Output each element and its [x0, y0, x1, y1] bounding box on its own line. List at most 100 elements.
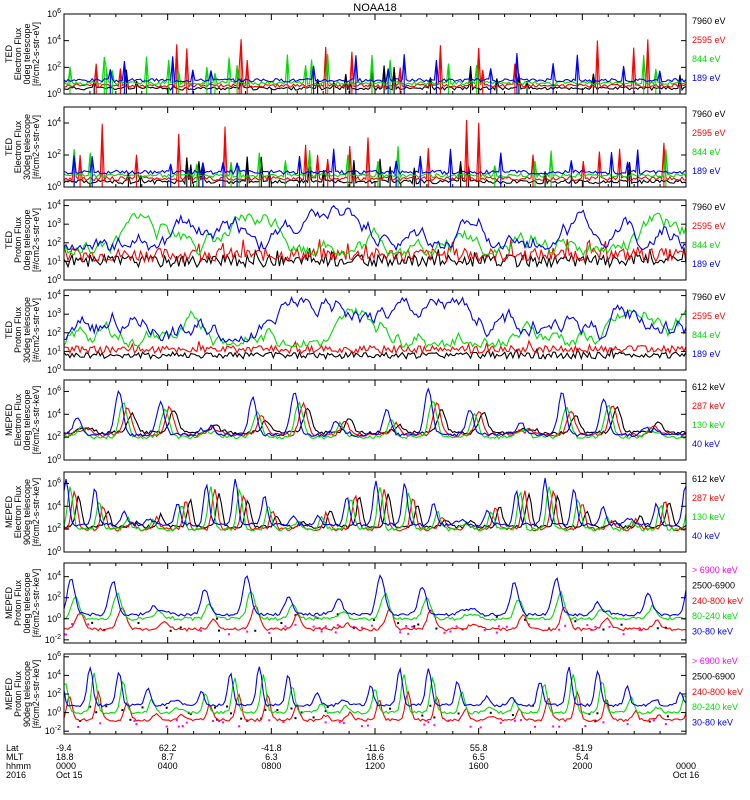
- data-point: [652, 719, 655, 722]
- data-point: [284, 625, 287, 628]
- y-tick-label: 100: [47, 546, 61, 557]
- data-point: [586, 624, 589, 627]
- data-point: [407, 632, 410, 635]
- data-point: [238, 725, 241, 728]
- series-2-2-line: [64, 119, 686, 187]
- footer-hhmm-value: 0000: [676, 761, 696, 771]
- data-point: [664, 723, 667, 726]
- data-point: [165, 725, 168, 728]
- data-point: [435, 627, 438, 630]
- panel-8-ylabel-line: Proton Flux: [13, 670, 23, 717]
- data-point: [594, 625, 597, 628]
- panel-3: 100 101 102 103 104 TED Proton Flux 0deg telesc…: [4, 199, 726, 285]
- series-5-4-line: [64, 387, 686, 438]
- series-4-3-line: [64, 306, 686, 349]
- data-point: [626, 723, 629, 726]
- data-point: [527, 623, 530, 626]
- panel-8-ylabel-line: 90deg telescope: [22, 661, 32, 727]
- y-tick-label: 100: [47, 274, 61, 285]
- panel-5-ylabel-line: Electron Flux: [13, 393, 23, 446]
- panel-5-ylabel-line: 0deg telescope: [22, 389, 32, 450]
- y-tick-label: 103: [47, 308, 61, 319]
- legend-entry: 189 eV: [692, 166, 721, 176]
- panel-2-ylabel-line: 30deg telescope: [22, 114, 32, 180]
- data-point: [449, 630, 452, 633]
- series-2-3-line: [64, 146, 686, 187]
- data-point: [141, 706, 144, 709]
- footer-lat-value: -41.8: [261, 743, 282, 753]
- footer-hhmm-value: 1200: [365, 761, 385, 771]
- panel-5-frame: [63, 379, 687, 461]
- series-3-2-line: [64, 239, 686, 264]
- footer-hhmm-value: 0000: [56, 761, 76, 771]
- data-point: [447, 719, 450, 722]
- y-tick-label: 104: [47, 290, 61, 301]
- series-6-3-line: [64, 486, 686, 532]
- y-tick-label: 100: [47, 181, 61, 192]
- footer-hhmm-value: 2000: [572, 761, 592, 771]
- data-point: [129, 718, 132, 721]
- series-1-2-line: [64, 39, 686, 94]
- y-tick-label: 104: [47, 500, 61, 511]
- data-point: [89, 705, 92, 708]
- y-tick-label: 101: [47, 345, 61, 356]
- data-point: [226, 705, 229, 708]
- y-tick-label: 102: [47, 688, 61, 699]
- footer-row-label: MLT: [6, 752, 24, 762]
- panel-1-ylabel-line: 0deg telescope: [22, 23, 32, 84]
- data-point: [320, 630, 323, 633]
- legend-entry: 7960 eV: [692, 16, 726, 26]
- legend-entry: 189 eV: [692, 349, 721, 359]
- panel-4-ylabel-line: TED: [4, 320, 14, 339]
- legend-entry: 2595 eV: [692, 311, 726, 321]
- y-tick-label: 106: [47, 8, 61, 19]
- legend-entry: 612 keV: [692, 382, 725, 392]
- y-tick-label: 102: [47, 237, 61, 248]
- data-point: [91, 621, 94, 624]
- data-point: [370, 624, 373, 627]
- y-tick-label: 104: [47, 408, 61, 419]
- panel-5-traces: [64, 387, 686, 440]
- data-point: [423, 723, 426, 726]
- legend-entry: 30-80 keV: [692, 718, 733, 728]
- panel-3-ylabel-line: [#/cm2-s-str-eV]: [31, 208, 41, 272]
- y-tick-label: 101: [47, 255, 61, 266]
- y-tick-label: 10-2: [45, 634, 61, 645]
- y-tick-label: 104: [47, 571, 61, 582]
- data-point: [338, 721, 341, 724]
- footer-date-value: Oct 15: [56, 770, 83, 780]
- legend-entry: 240-800 keV: [692, 596, 743, 606]
- data-point: [312, 625, 315, 628]
- y-tick-label: 102: [47, 149, 61, 160]
- data-point: [77, 725, 80, 728]
- data-point: [421, 714, 424, 717]
- footer-mlt-value: 5.4: [576, 752, 589, 762]
- series-8-4-line: [64, 672, 686, 715]
- data-point: [413, 625, 416, 628]
- panel-4-ylabel-line: [#/cm2-s-str-eV]: [31, 298, 41, 362]
- y-tick-label: 104: [47, 669, 61, 680]
- data-point: [596, 712, 599, 715]
- y-tick-label: 102: [47, 327, 61, 338]
- data-point: [594, 720, 597, 723]
- panel-5-ylabel-line: MEPED: [4, 404, 14, 437]
- data-point: [411, 625, 414, 628]
- y-tick-label: 102: [47, 431, 61, 442]
- series-8-3-line: [64, 689, 686, 723]
- data-point: [457, 712, 460, 715]
- panel-8-frame: [63, 653, 687, 735]
- data-point: [427, 721, 430, 724]
- panel-2-ylabel-line: TED: [4, 137, 14, 156]
- legend-entry: 30-80 keV: [692, 627, 733, 637]
- panel-2-ylabel-line: [#/cm2-s-str-eV]: [31, 115, 41, 179]
- panel-6-traces: [64, 477, 686, 532]
- data-point: [294, 717, 297, 720]
- data-point: [584, 724, 587, 727]
- data-point: [137, 621, 140, 624]
- series-1-3-line: [64, 54, 686, 94]
- data-point: [169, 629, 172, 632]
- footer-mlt-value: 6.5: [472, 752, 485, 762]
- panel-3-ylabel-line: 0deg telescope: [22, 209, 32, 270]
- data-point: [648, 720, 651, 723]
